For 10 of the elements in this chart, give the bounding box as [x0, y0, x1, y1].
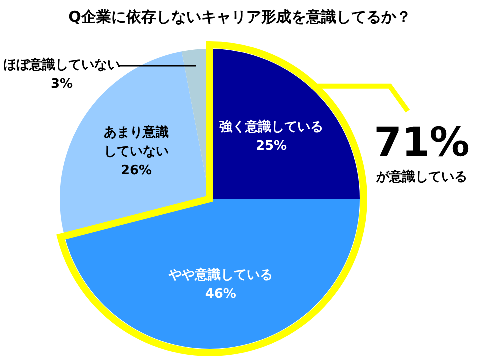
- data-label: 25%: [254, 138, 288, 156]
- chart-title: Q企業に依存しないキャリア形成を意識してるか？: [68, 8, 412, 27]
- text: 71%: [374, 120, 470, 166]
- text: が意識している: [376, 168, 468, 186]
- slice-label: やや意識している: [168, 266, 273, 286]
- data-label: 46%: [204, 286, 238, 304]
- data-label: 26%: [120, 162, 154, 181]
- data-label: 3%: [50, 76, 74, 94]
- slice-label: 強く意識している: [220, 118, 324, 138]
- slice-label: あまり意識していない: [104, 124, 170, 162]
